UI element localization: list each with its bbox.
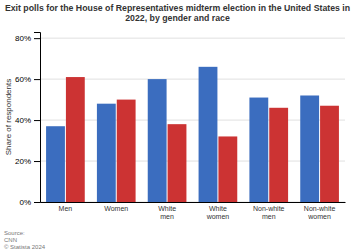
title: Exit polls for the House of Representati… bbox=[5, 3, 350, 23]
y-tick: 0% bbox=[19, 198, 40, 207]
y-tick-label: 80% bbox=[15, 34, 31, 43]
chart-container: Exit polls for the House of Representati… bbox=[0, 0, 355, 252]
x-tick: Men bbox=[59, 205, 73, 212]
y-axis: 0% 20% 40% 60% 80% bbox=[15, 33, 41, 208]
bar bbox=[218, 136, 237, 202]
x-tick-label: Whitemen bbox=[158, 205, 176, 220]
grid-line bbox=[40, 161, 345, 162]
y-tick-mark bbox=[34, 161, 40, 162]
x-tick-label: Non-whitewomen bbox=[304, 205, 336, 220]
bar bbox=[66, 77, 85, 202]
x-axis: Men Women Whitemen Whitewomen Non-whitemen No… bbox=[41, 203, 346, 220]
bar bbox=[320, 106, 339, 202]
y-tick-label: 60% bbox=[15, 75, 31, 84]
bar bbox=[46, 126, 65, 202]
bar bbox=[148, 79, 167, 202]
y-tick-mark bbox=[34, 202, 40, 203]
y-tick-label: 0% bbox=[19, 198, 31, 207]
bar bbox=[249, 98, 268, 202]
y-tick-mark bbox=[34, 38, 40, 39]
x-tick: Non-whitemen bbox=[253, 205, 285, 220]
y-axis-title: Share of respondents bbox=[4, 79, 13, 156]
chart-svg: Exit polls for the House of Representati… bbox=[0, 0, 355, 252]
x-tick: Non-whitewomen bbox=[304, 205, 336, 220]
x-tick: Women bbox=[104, 205, 128, 212]
x-tick-label: Non-whitemen bbox=[253, 205, 285, 220]
y-tick-label: 20% bbox=[15, 157, 31, 166]
grid-line bbox=[40, 120, 345, 121]
x-tick-label: Whitewomen bbox=[206, 205, 230, 220]
series bbox=[66, 77, 339, 202]
grid-line bbox=[40, 38, 345, 39]
x-tick-label: Men bbox=[59, 205, 73, 212]
y-tick: 80% bbox=[15, 34, 40, 43]
bar bbox=[269, 108, 288, 202]
y-tick: 20% bbox=[15, 157, 40, 166]
y-tick-mark bbox=[34, 120, 40, 121]
bars bbox=[46, 67, 339, 202]
annotation: Source:CNN© Statista 2024 bbox=[4, 230, 46, 250]
grid-line bbox=[40, 79, 345, 80]
y-tick: 40% bbox=[15, 116, 40, 125]
x-tick: Whitemen bbox=[158, 205, 176, 220]
bar bbox=[199, 67, 218, 202]
grid-line bbox=[40, 202, 345, 203]
y-tick: 60% bbox=[15, 75, 40, 84]
x-tick-label: Women bbox=[104, 205, 128, 212]
plot-area: 0% 20% 40% 60% 80% Men Women Whitemen Whitewomen… bbox=[15, 33, 346, 220]
bar bbox=[168, 124, 187, 202]
bar bbox=[300, 95, 319, 202]
y-tick-label: 40% bbox=[15, 116, 31, 125]
grid bbox=[40, 38, 345, 202]
y-tick-mark bbox=[34, 79, 40, 80]
y-axis-line bbox=[34, 33, 41, 203]
bar bbox=[117, 100, 136, 202]
x-tick: Whitewomen bbox=[206, 205, 230, 220]
x-axis-line bbox=[41, 202, 346, 203]
bar bbox=[97, 104, 116, 202]
series bbox=[46, 67, 319, 202]
